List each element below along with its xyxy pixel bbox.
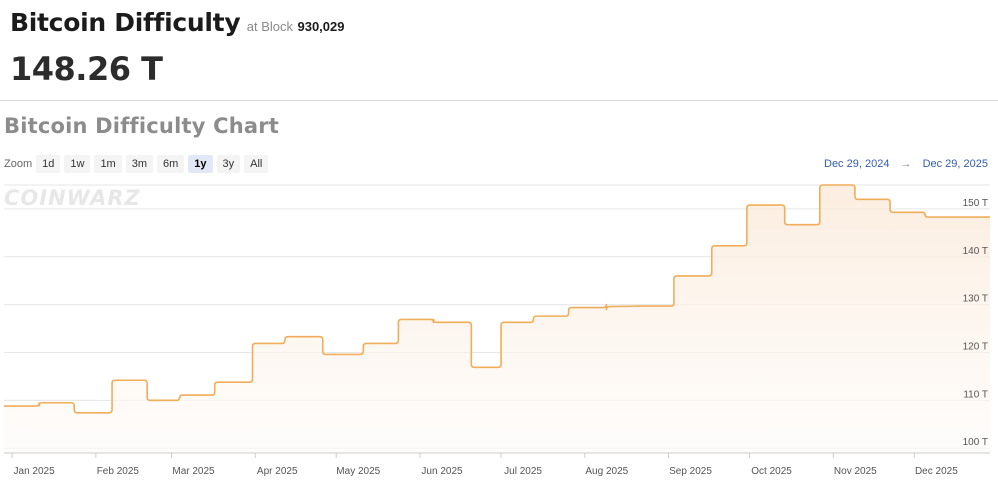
header: Bitcoin Difficulty at Block 930,029 148.… (0, 0, 998, 101)
x-tick-label: Jan 2025 (14, 466, 56, 477)
zoom-button-6m[interactable]: 6m (157, 155, 185, 173)
x-tick-label: Dec 2025 (915, 466, 958, 477)
x-tick-label: Oct 2025 (751, 466, 792, 477)
zoom-label: Zoom (4, 158, 33, 170)
y-tick-label: 130 T (963, 294, 988, 305)
y-tick-label: 120 T (963, 342, 988, 353)
watermark-logo: COINWARZ (4, 186, 141, 210)
page-title: Bitcoin Difficulty (10, 8, 241, 37)
range-to[interactable]: Dec 29, 2025 (922, 158, 988, 170)
range-from[interactable]: Dec 29, 2024 (824, 158, 890, 170)
x-tick-label: Nov 2025 (834, 466, 877, 477)
zoom-button-3y[interactable]: 3y (216, 155, 241, 173)
difficulty-line (4, 184, 990, 414)
y-tick-label: 110 T (963, 389, 988, 400)
x-tick-label: Jul 2025 (504, 466, 542, 477)
x-tick-label: May 2025 (336, 466, 380, 477)
range-arrow-icon: → (900, 158, 912, 170)
area-layer (4, 185, 990, 453)
zoom-button-all[interactable]: All (244, 155, 269, 173)
zoom-button-3m[interactable]: 3m (125, 155, 153, 173)
y-tick-label: 100 T (963, 437, 988, 448)
x-tick-label: Aug 2025 (585, 466, 628, 477)
difficulty-area (4, 185, 990, 453)
current-difficulty-value: 148.26 T (10, 50, 163, 88)
x-tick-label: Feb 2025 (97, 466, 140, 477)
zoom-controls: Zoom 1d 1w 1m 3m 6m 1y 3y All (4, 155, 272, 173)
block-number: 930,029 (297, 19, 345, 34)
x-tick-label: Mar 2025 (172, 466, 215, 477)
axis-layer: 100 T 110 T 120 T 130 T 140 T 150 T Jan 2025 Fe… (4, 198, 990, 477)
at-block-label: at Block (246, 19, 294, 34)
y-tick-label: 140 T (963, 246, 988, 257)
x-tick-label: Apr 2025 (257, 466, 298, 477)
zoom-button-1y[interactable]: 1y (188, 155, 213, 173)
x-tick-label: Sep 2025 (669, 466, 712, 477)
y-tick-label: 150 T (963, 198, 988, 209)
zoom-button-1m[interactable]: 1m (94, 155, 122, 173)
title-row: Bitcoin Difficulty at Block 930,029 (10, 8, 344, 37)
zoom-button-1d[interactable]: 1d (36, 155, 61, 173)
line-layer (4, 184, 990, 414)
date-range: Dec 29, 2024 → Dec 29, 2025 (824, 158, 988, 170)
chart-title: Bitcoin Difficulty Chart (4, 114, 280, 138)
zoom-button-1w[interactable]: 1w (64, 155, 91, 173)
x-tick-label: Jun 2025 (421, 466, 463, 477)
